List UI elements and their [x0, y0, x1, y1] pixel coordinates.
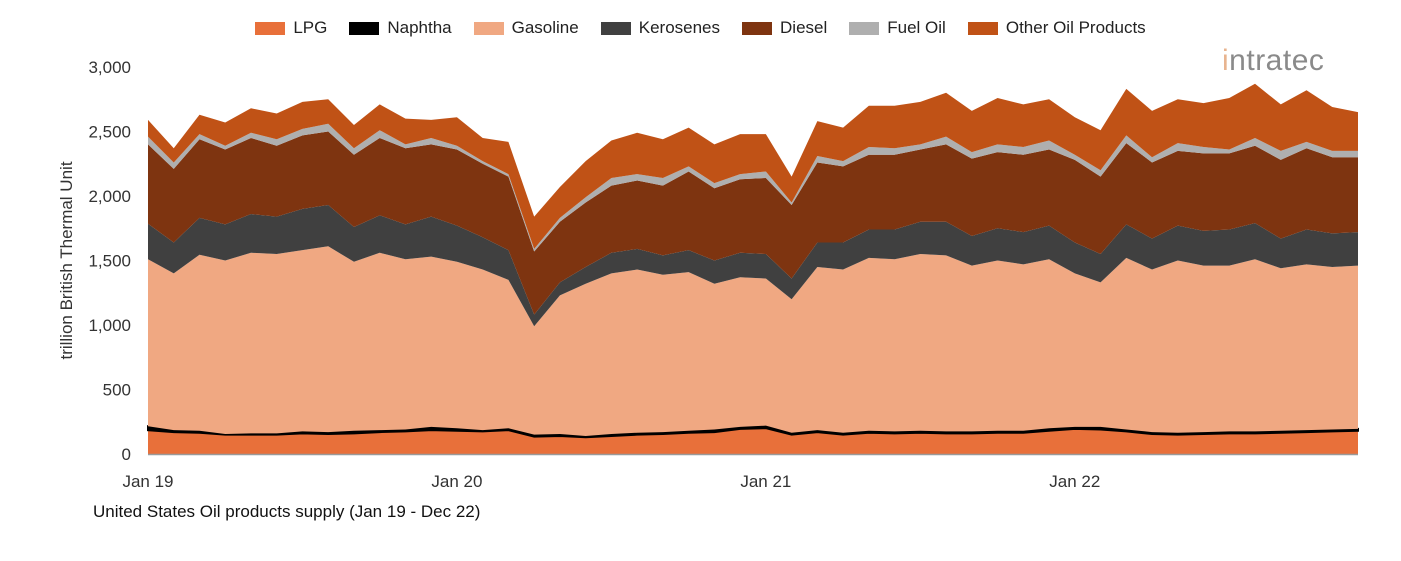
x-tick-label: Jan 21 [740, 472, 791, 491]
legend-item: LPG [255, 18, 327, 38]
intratec-logo: intratec [1222, 44, 1325, 77]
y-tick-label: 1,500 [88, 252, 131, 271]
y-tick-label: 2,000 [88, 187, 131, 206]
y-tick-label: 500 [103, 381, 131, 400]
area-gasoline [148, 246, 1358, 436]
y-tick-label: 0 [122, 445, 131, 464]
legend-label: Kerosenes [638, 18, 721, 37]
legend-label: LPG [293, 18, 328, 37]
y-tick-label: 2,500 [88, 123, 131, 142]
legend-swatch [742, 21, 773, 35]
legend-item: Diesel [742, 18, 827, 38]
legend-swatch [849, 21, 880, 35]
area-diesel [148, 131, 1358, 315]
chart-title: United States Oil products supply (Jan 1… [93, 502, 481, 521]
legend-item: Fuel Oil [849, 18, 946, 38]
area-other-oil-products [148, 83, 1358, 249]
x-tick-label: Jan 22 [1049, 472, 1100, 491]
legend-label: Diesel [780, 18, 828, 37]
y-tick-label: 3,000 [88, 58, 131, 77]
legend-item: Kerosenes [600, 18, 721, 38]
x-tick-label: Jan 20 [431, 472, 482, 491]
y-tick-label: 1,000 [88, 316, 131, 335]
legend-label: Gasoline [511, 18, 579, 37]
area-lpg [148, 428, 1358, 454]
area-kerosenes [148, 205, 1358, 327]
legend-swatch [473, 21, 504, 35]
legend-item: Naphtha [349, 18, 452, 38]
legend-swatch [967, 21, 998, 35]
legend-label: Fuel Oil [887, 18, 946, 37]
legend-label: Naphtha [387, 18, 452, 37]
x-tick-label: Jan 19 [122, 472, 173, 491]
legend-label: Other Oil Products [1005, 18, 1146, 37]
legend-swatch [600, 21, 631, 35]
legend-item: Other Oil Products [967, 18, 1146, 38]
legend-swatch [255, 21, 286, 35]
legend: LPG Naphtha Gasoline Kerosenes Diesel Fuel Oi… [0, 18, 1401, 38]
legend-swatch [349, 21, 380, 35]
legend-item: Gasoline [473, 18, 579, 38]
y-axis-title: trillion British Thermal Unit [57, 161, 76, 359]
